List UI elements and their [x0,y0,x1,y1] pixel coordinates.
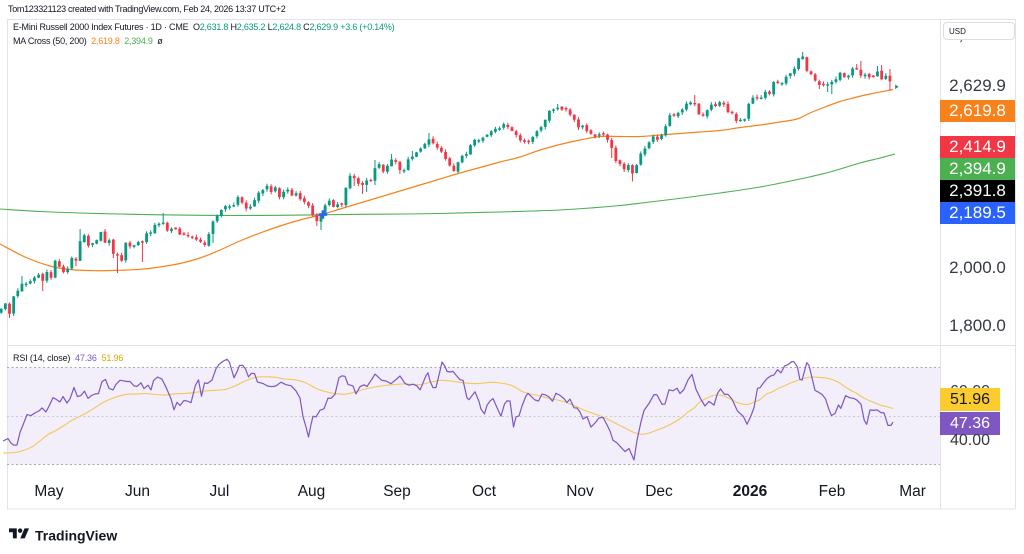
svg-text:TradingView: TradingView [35,528,117,544]
